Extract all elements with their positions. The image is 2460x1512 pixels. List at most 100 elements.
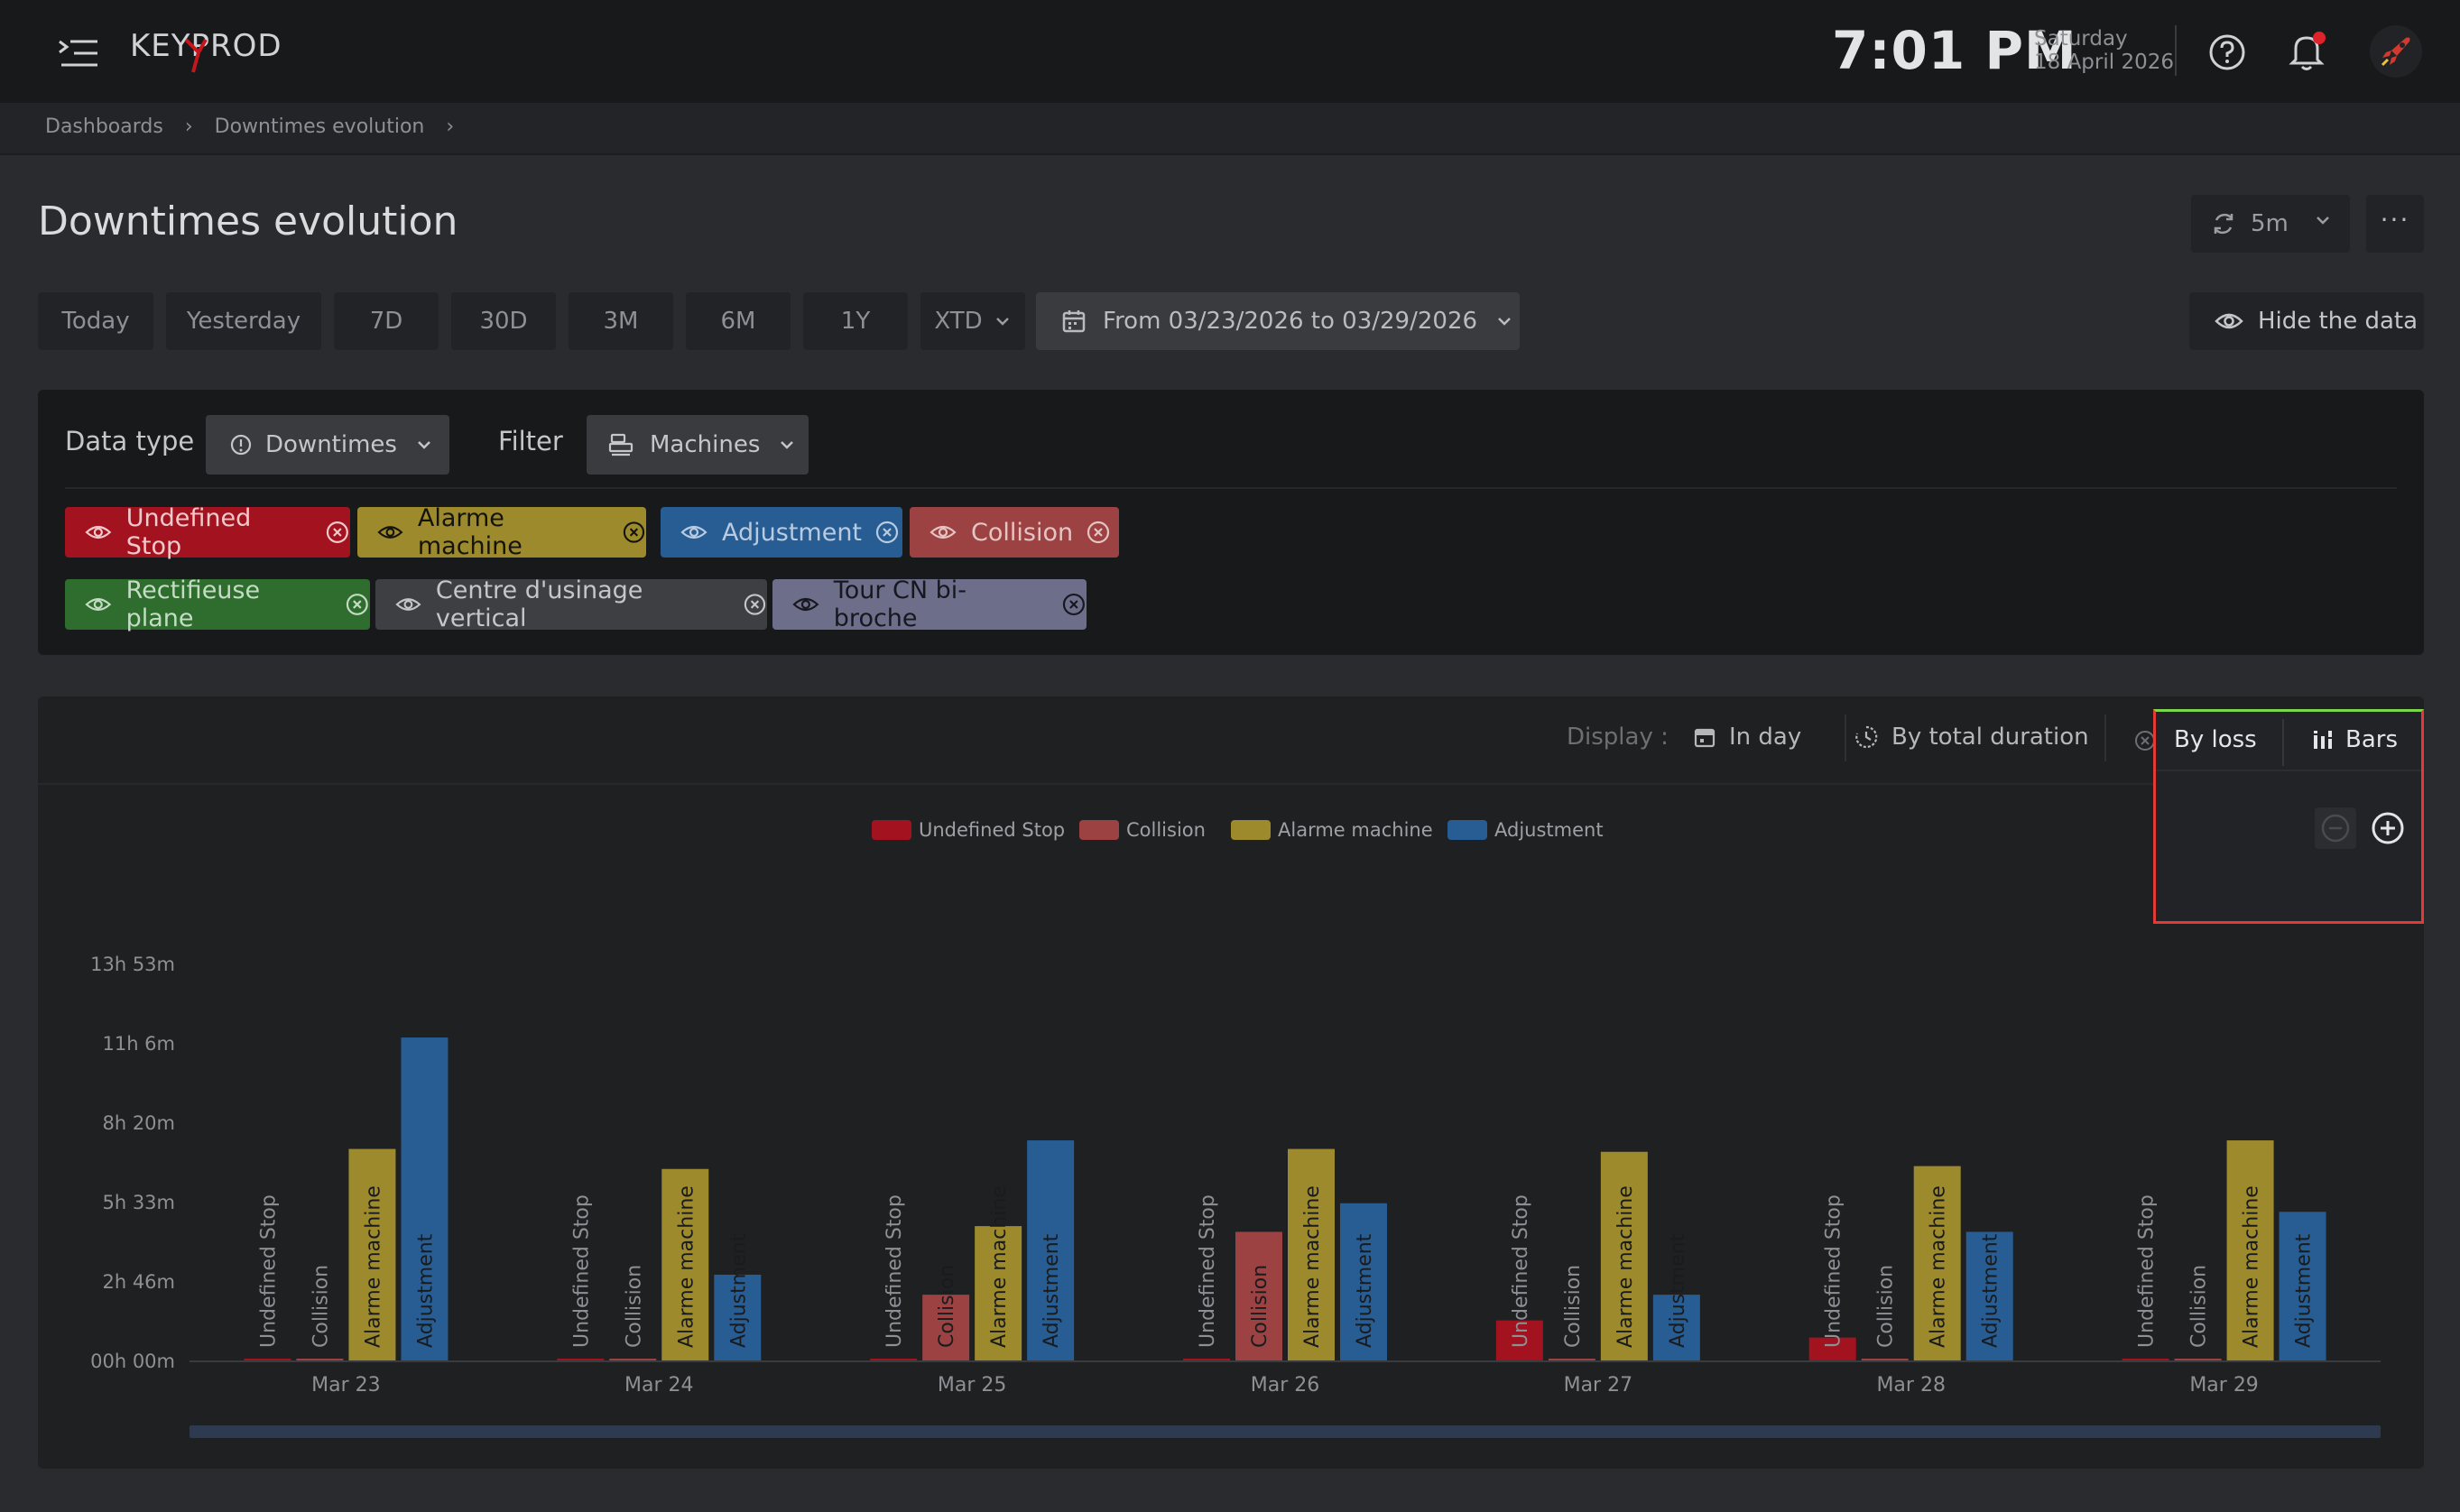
period-yesterday-button[interactable]: Yesterday bbox=[166, 292, 321, 350]
date-range-picker[interactable]: From 03/23/2026 to 03/29/2026 bbox=[1036, 292, 1520, 350]
legend-collision[interactable]: Collision bbox=[1079, 819, 1206, 841]
bar bbox=[922, 1295, 970, 1360]
close-circle-icon[interactable] bbox=[874, 520, 900, 545]
close-circle-icon[interactable] bbox=[622, 520, 646, 545]
legend-swatch bbox=[1231, 820, 1271, 840]
bell-icon[interactable] bbox=[2287, 31, 2326, 72]
avatar[interactable] bbox=[2370, 25, 2422, 78]
eye-icon[interactable] bbox=[85, 522, 112, 542]
refresh-interval-label: 5m bbox=[2251, 210, 2289, 237]
chart-horizontal-scrollbar[interactable] bbox=[190, 1425, 2381, 1438]
eye-icon bbox=[2215, 313, 2243, 329]
bar-label: Undefined Stop bbox=[257, 1194, 280, 1348]
filter-tag[interactable]: Undefined Stop bbox=[65, 504, 350, 560]
filter-label: Filter bbox=[498, 426, 563, 456]
eye-icon[interactable] bbox=[85, 595, 112, 614]
filter-tag[interactable]: Collision bbox=[910, 507, 1119, 558]
eye-icon[interactable] bbox=[680, 522, 707, 542]
bar bbox=[1808, 1337, 1856, 1360]
bar-label: Alarme machine bbox=[362, 1185, 384, 1348]
bar-label: Adjustment bbox=[1667, 1233, 1689, 1348]
machine-icon bbox=[608, 433, 633, 456]
legend-undefined-stop[interactable]: Undefined Stop bbox=[872, 819, 1065, 841]
x-tick-label: Mar 25 bbox=[938, 1374, 1007, 1397]
bar bbox=[870, 1359, 918, 1360]
timer-icon bbox=[1855, 725, 1878, 749]
close-circle-icon[interactable] bbox=[345, 592, 370, 617]
eye-icon[interactable] bbox=[792, 595, 819, 614]
bar-label: Alarme machine bbox=[1928, 1185, 1950, 1348]
keyprod-logo[interactable]: KEYPROD bbox=[130, 25, 319, 79]
filter-tag[interactable]: Adjustment bbox=[661, 507, 902, 558]
close-circle-icon[interactable] bbox=[743, 592, 767, 617]
filter-tag[interactable]: Centre d'usinage vertical bbox=[375, 576, 767, 632]
in-day-button[interactable]: In day bbox=[1693, 724, 1801, 751]
refresh-interval-button[interactable]: 5m bbox=[2191, 195, 2350, 253]
menu-icon[interactable] bbox=[58, 38, 99, 69]
close-circle-icon[interactable] bbox=[1061, 592, 1087, 617]
data-type-value: Downtimes bbox=[265, 431, 397, 458]
bar bbox=[2174, 1359, 2222, 1360]
period-6m-button[interactable]: 6M bbox=[686, 292, 791, 350]
bar-label: Alarme machine bbox=[2241, 1185, 2263, 1348]
popup-separator bbox=[2282, 719, 2284, 766]
filter-tag[interactable]: Rectifieuse plane bbox=[65, 576, 370, 632]
chart-panel: Display : In day By total duration Undef… bbox=[38, 696, 2424, 1469]
close-circle-icon[interactable] bbox=[325, 520, 350, 545]
x-tick-label: Mar 29 bbox=[2189, 1374, 2259, 1397]
period-7d-button[interactable]: 7D bbox=[334, 292, 439, 350]
filter-tag-label: Centre d'usinage vertical bbox=[435, 576, 643, 632]
eye-icon[interactable] bbox=[377, 522, 403, 542]
bar-label: Collision bbox=[623, 1265, 645, 1348]
period-today-button[interactable]: Today bbox=[38, 292, 153, 350]
data-type-select[interactable]: Downtimes bbox=[206, 415, 449, 475]
breadcrumb-dashboards[interactable]: Dashboards bbox=[45, 115, 163, 138]
bar-label: Adjustment bbox=[727, 1233, 750, 1348]
chart-toolbar-divider bbox=[38, 783, 2424, 785]
filter-tag-label: Adjustment bbox=[722, 518, 863, 547]
more-options-button[interactable]: ··· bbox=[2366, 195, 2424, 253]
period-xtd-select[interactable]: XTD bbox=[920, 292, 1025, 350]
zoom-out-icon[interactable] bbox=[2315, 807, 2356, 849]
bar-label: Collision bbox=[936, 1265, 958, 1348]
legend-label: Undefined Stop bbox=[919, 819, 1066, 841]
hide-data-button[interactable]: Hide the data bbox=[2189, 292, 2424, 350]
eye-icon[interactable] bbox=[929, 522, 957, 542]
bar-chart-icon bbox=[2314, 731, 2332, 749]
by-total-duration-button[interactable]: By total duration bbox=[1854, 724, 2089, 751]
filter-tag-label: Undefined Stop bbox=[125, 504, 252, 560]
bar-label: Adjustment bbox=[2293, 1233, 2316, 1348]
close-circle-icon[interactable] bbox=[1086, 520, 1111, 545]
period-3m-button[interactable]: 3M bbox=[569, 292, 673, 350]
bars-button[interactable]: Bars bbox=[2313, 726, 2398, 753]
filter-tag-label: Rectifieuse plane bbox=[125, 576, 261, 632]
date-range-label: From 03/23/2026 to 03/29/2026 bbox=[1103, 308, 1478, 335]
eye-icon[interactable] bbox=[395, 595, 421, 614]
x-tick-label: Mar 23 bbox=[311, 1374, 381, 1397]
machines-filter-value: Machines bbox=[650, 431, 761, 458]
filter-tag[interactable]: Alarme machine bbox=[357, 504, 646, 560]
breadcrumb-downtimes[interactable]: Downtimes evolution bbox=[214, 115, 425, 138]
period-30d-button[interactable]: 30D bbox=[451, 292, 556, 350]
bar bbox=[1027, 1140, 1075, 1360]
info-circle-icon bbox=[230, 434, 252, 456]
breadcrumb-separator: › bbox=[184, 115, 193, 138]
by-loss-button[interactable]: By loss bbox=[2174, 726, 2257, 753]
popup-options-row: By loss Bars bbox=[2156, 712, 2421, 771]
help-icon[interactable] bbox=[2207, 32, 2247, 72]
clock-time: 7:01 PM bbox=[1832, 20, 2077, 81]
filter-tag[interactable]: Tour CN bi-broche bbox=[772, 576, 1087, 632]
calendar-icon bbox=[1062, 310, 1086, 333]
clock-date: 18 April 2026 bbox=[2034, 51, 2174, 74]
svg-text:KEYPROD: KEYPROD bbox=[130, 28, 282, 64]
zoom-in-icon[interactable] bbox=[2367, 807, 2409, 849]
legend-adjustment[interactable]: Adjustment bbox=[1447, 819, 1604, 841]
bar bbox=[661, 1168, 709, 1360]
period-1y-button[interactable]: 1Y bbox=[803, 292, 908, 350]
page-title: Downtimes evolution bbox=[38, 198, 458, 244]
bar-label: Alarme machine bbox=[988, 1185, 1011, 1348]
bar-label: Collision bbox=[1249, 1265, 1272, 1348]
machines-filter-select[interactable]: Machines bbox=[587, 415, 809, 475]
bar bbox=[1183, 1359, 1230, 1360]
legend-alarme-machine[interactable]: Alarme machine bbox=[1231, 819, 1433, 841]
